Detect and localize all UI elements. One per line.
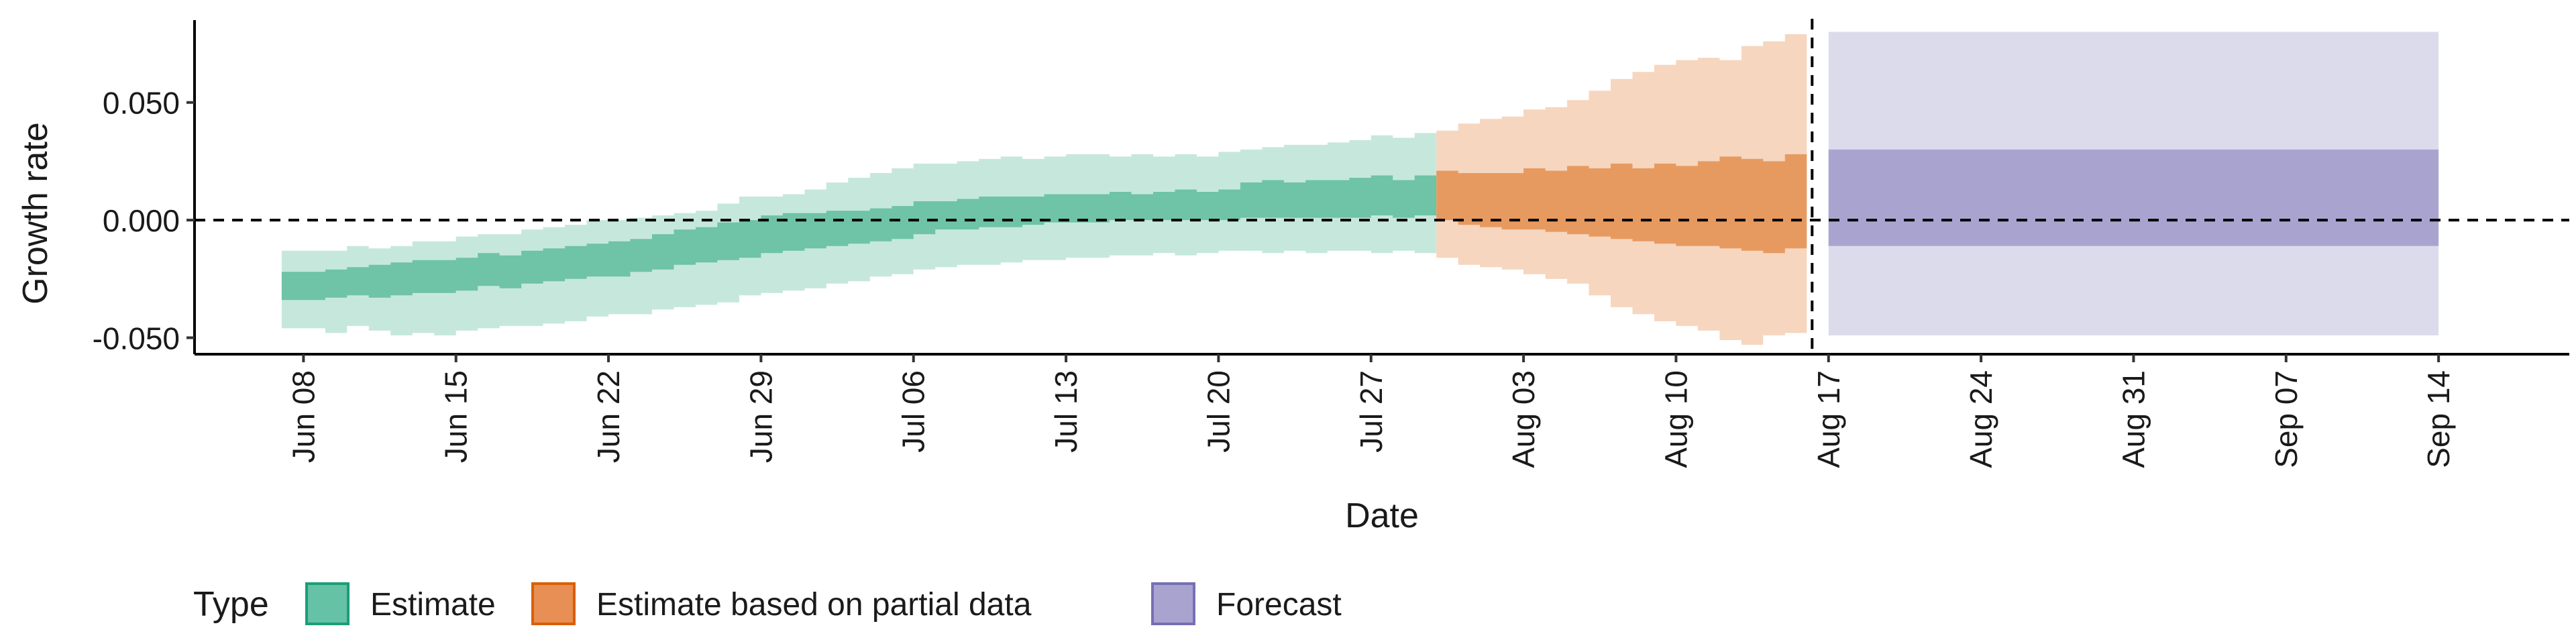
x-tick-label: Aug 17 bbox=[1811, 370, 1846, 468]
y-tick-label: 0.000 bbox=[103, 203, 180, 238]
ribbon-layer bbox=[281, 32, 2439, 345]
y-axis-title: Growth rate bbox=[16, 122, 55, 305]
x-tick-label: Aug 10 bbox=[1658, 370, 1693, 468]
x-tick-label: Jun 08 bbox=[286, 370, 321, 463]
legend: Type Estimate Estimate based on partial da… bbox=[193, 582, 1342, 625]
estimate-based-on-partial-data-ribbon-50 bbox=[1436, 154, 1807, 254]
legend-label-estimate-based-on-partial-data: Estimate based on partial data bbox=[596, 587, 1032, 623]
legend-label-forecast: Forecast bbox=[1216, 587, 1342, 623]
forecast-ribbon-50 bbox=[1828, 149, 2439, 246]
x-tick-label: Aug 31 bbox=[2116, 370, 2151, 468]
legend-key-estimate bbox=[305, 582, 350, 625]
x-tick-label: Jul 20 bbox=[1201, 370, 1236, 453]
x-tick-label: Aug 03 bbox=[1506, 370, 1541, 468]
x-tick-label: Jul 06 bbox=[896, 370, 931, 453]
y-tick-label: -0.050 bbox=[93, 321, 180, 356]
y-tick-label: 0.050 bbox=[103, 86, 180, 121]
legend-key-estimate-based-on-partial-data bbox=[531, 582, 576, 625]
x-tick-label: Jun 15 bbox=[439, 370, 474, 463]
x-tick-label: Jun 22 bbox=[591, 370, 626, 463]
x-tick-label: Jun 29 bbox=[743, 370, 778, 463]
legend-key-forecast bbox=[1151, 582, 1195, 625]
estimate-ribbon-50 bbox=[281, 175, 1437, 301]
x-tick-label: Jul 13 bbox=[1049, 370, 1083, 453]
x-tick-label: Sep 14 bbox=[2421, 370, 2456, 468]
x-tick-label: Sep 07 bbox=[2269, 370, 2304, 468]
reference-lines bbox=[195, 19, 2569, 354]
x-tick-label: Jul 27 bbox=[1354, 370, 1389, 453]
legend-title: Type bbox=[193, 585, 269, 624]
x-tick-label: Aug 24 bbox=[1964, 370, 1998, 468]
legend-label-estimate: Estimate bbox=[370, 587, 496, 623]
x-axis-title: Date bbox=[1345, 496, 1419, 535]
axes: -0.050 0.000 0.050 Jun 08 Jun 15 Jun 22 Jun 29… bbox=[93, 20, 2569, 468]
